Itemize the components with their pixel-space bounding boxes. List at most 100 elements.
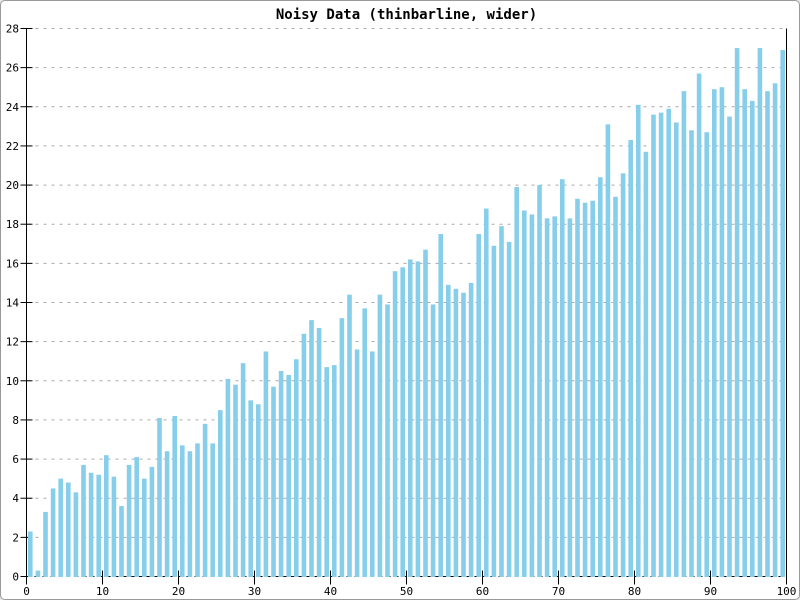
bar xyxy=(696,73,702,577)
bar xyxy=(529,214,535,577)
bar xyxy=(689,130,694,577)
bar xyxy=(58,478,63,577)
bar xyxy=(598,177,603,578)
bar xyxy=(628,140,633,577)
x-tick-label: 80 xyxy=(628,585,641,598)
bar xyxy=(423,249,428,577)
y-tick-label: 28 xyxy=(6,23,19,36)
bar xyxy=(126,464,132,577)
y-tick-label: 20 xyxy=(6,179,19,192)
bar xyxy=(370,351,375,577)
bar xyxy=(324,367,329,577)
bar xyxy=(218,410,223,577)
x-tick-label: 100 xyxy=(777,585,797,598)
x-tick-label: 60 xyxy=(476,585,489,598)
bar xyxy=(202,423,208,577)
bar xyxy=(408,259,413,577)
bar xyxy=(119,506,124,577)
y-tick-label: 12 xyxy=(6,336,19,349)
bar xyxy=(560,179,565,577)
bar xyxy=(453,288,459,577)
bar xyxy=(88,472,94,577)
y-tick-label: 22 xyxy=(6,140,19,153)
y-tick-label: 10 xyxy=(6,375,19,388)
bar xyxy=(681,91,687,577)
bar xyxy=(263,351,269,577)
bar xyxy=(377,294,383,577)
bar xyxy=(666,108,671,578)
bar xyxy=(742,89,747,578)
bar xyxy=(582,202,588,577)
bar xyxy=(415,261,421,577)
bar xyxy=(35,570,41,577)
bar xyxy=(28,531,33,577)
bar xyxy=(210,443,215,577)
bar xyxy=(544,218,550,577)
bar xyxy=(96,474,101,577)
y-tick-label: 0 xyxy=(12,571,19,584)
bar xyxy=(142,478,147,577)
bar xyxy=(446,284,451,577)
bar xyxy=(636,104,641,577)
bar xyxy=(658,112,664,577)
x-tick-label: 90 xyxy=(704,585,717,598)
bar xyxy=(575,198,580,577)
bar xyxy=(400,267,405,577)
bar xyxy=(590,200,595,578)
bar xyxy=(332,365,337,577)
bar xyxy=(430,304,436,577)
bar xyxy=(438,234,443,577)
bar xyxy=(522,210,527,577)
bar xyxy=(514,187,519,577)
bar xyxy=(385,304,390,577)
bar xyxy=(704,132,709,578)
bar xyxy=(294,359,299,577)
bar xyxy=(772,83,778,578)
x-tick-label: 30 xyxy=(248,585,261,598)
y-tick-label: 4 xyxy=(12,492,19,505)
bar xyxy=(392,271,398,577)
bar xyxy=(651,114,656,578)
bar xyxy=(104,455,109,577)
bar xyxy=(286,374,291,577)
x-tick-label: 20 xyxy=(172,585,185,598)
bar xyxy=(271,386,276,577)
bar xyxy=(134,457,139,577)
bar xyxy=(719,87,725,578)
bar xyxy=(233,384,238,577)
y-tick-label: 8 xyxy=(12,414,19,427)
bar xyxy=(468,282,474,577)
y-tick-label: 14 xyxy=(6,297,20,310)
bar xyxy=(172,416,177,577)
bar xyxy=(757,48,763,577)
chart-title: Noisy Data (thinbarline, wider) xyxy=(275,7,538,23)
bar xyxy=(195,443,200,577)
x-tick-label: 70 xyxy=(552,585,565,598)
y-tick-label: 16 xyxy=(6,257,19,270)
bar xyxy=(278,371,284,577)
bar xyxy=(537,185,542,577)
bar xyxy=(674,122,679,577)
bar xyxy=(643,151,649,578)
bar xyxy=(256,404,261,577)
bar xyxy=(50,488,56,577)
bar xyxy=(484,208,489,577)
bar xyxy=(362,308,367,577)
bar xyxy=(316,327,322,577)
bar xyxy=(552,216,557,577)
bar xyxy=(476,234,481,577)
bar xyxy=(111,476,117,577)
y-tick-label: 6 xyxy=(12,453,19,466)
y-tick-label: 2 xyxy=(12,531,19,544)
x-tick-label: 10 xyxy=(96,585,109,598)
bar xyxy=(157,417,162,577)
bar xyxy=(81,464,86,577)
bar xyxy=(339,318,345,577)
bar xyxy=(240,363,246,577)
bar xyxy=(187,451,193,577)
bar xyxy=(180,445,185,577)
bar xyxy=(605,124,611,578)
bar xyxy=(301,333,307,577)
